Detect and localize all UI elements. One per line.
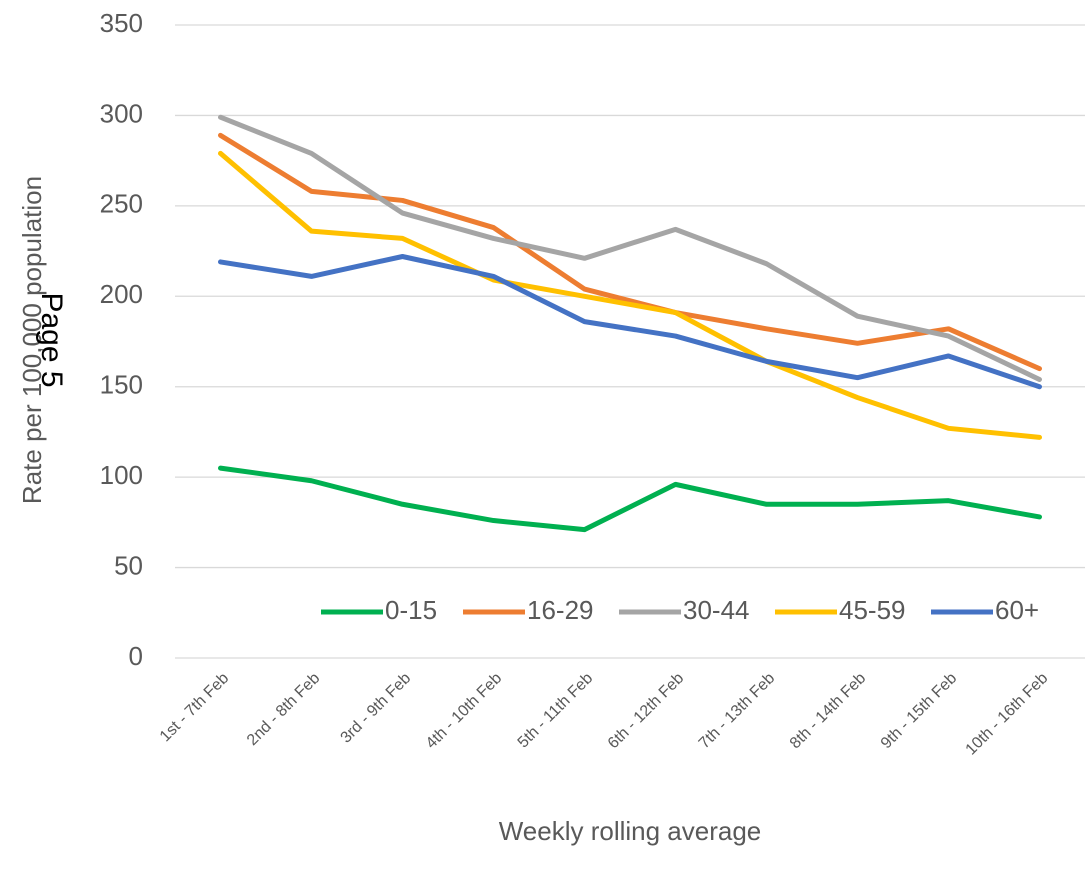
legend-label: 45-59: [839, 595, 906, 625]
y-tick-label: 350: [100, 8, 143, 38]
x-tick-label: 9th - 15th Feb: [878, 670, 961, 753]
legend-label: 0-15: [385, 595, 437, 625]
y-tick-label: 0: [129, 641, 143, 671]
page-annotation: Page 5: [35, 292, 68, 387]
x-tick-label: 5th - 11th Feb: [515, 670, 597, 752]
legend-label: 16-29: [527, 595, 594, 625]
x-tick-label: 6th - 12th Feb: [605, 670, 688, 753]
legend-label: 30-44: [683, 595, 750, 625]
x-tick-label: 7th - 13th Feb: [696, 670, 779, 753]
x-tick-label: 10th - 16th Feb: [963, 670, 1052, 759]
y-tick-label: 150: [100, 370, 143, 400]
line: [218, 253, 1042, 390]
line: [218, 465, 1042, 533]
legend-label: 60+: [995, 595, 1039, 625]
y-tick-label: 250: [100, 189, 143, 219]
x-tick-label: 2nd - 8th Feb: [244, 670, 323, 749]
x-tick-label: 1st - 7th Feb: [157, 670, 233, 746]
y-tick-label: 200: [100, 279, 143, 309]
y-tick-label: 50: [114, 550, 143, 580]
x-tick-label: 3rd - 9th Feb: [338, 670, 415, 747]
x-tick-label: 8th - 14th Feb: [787, 670, 870, 753]
y-axis-title: Rate per 100,000 population: [17, 176, 47, 504]
line: [218, 150, 1042, 440]
line: [218, 132, 1042, 372]
y-tick-label: 300: [100, 98, 143, 128]
y-tick-label: 100: [100, 460, 143, 490]
x-axis-title: Weekly rolling average: [499, 816, 762, 846]
x-tick-label: 4th - 10th Feb: [423, 670, 506, 753]
line: [218, 114, 1042, 382]
